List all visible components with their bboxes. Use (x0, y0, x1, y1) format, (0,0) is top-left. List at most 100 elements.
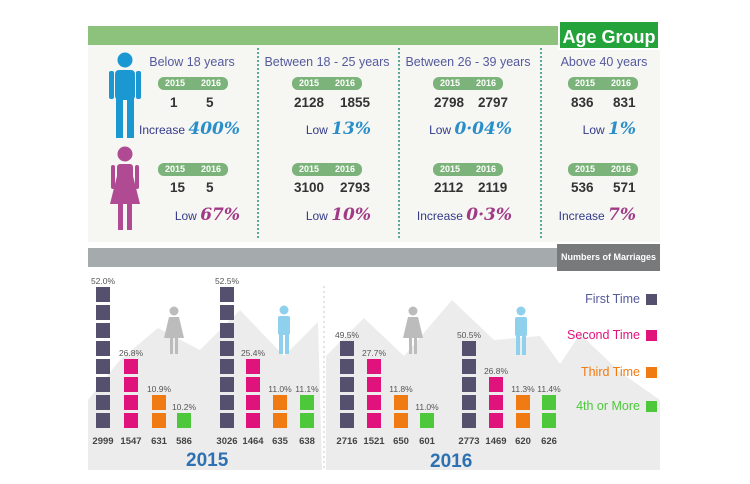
bar-block (152, 413, 166, 428)
column-divider (257, 48, 259, 238)
bar-block (246, 413, 260, 428)
year-label: 2016 (335, 78, 356, 88)
percent-label: 52.0% (91, 276, 116, 286)
year-label: 2016 (611, 78, 632, 88)
bar-block (96, 323, 110, 338)
change-indicator: Low 13% (306, 119, 371, 139)
value-label: 631 (151, 436, 168, 447)
value-2016: 2793 (340, 180, 371, 195)
change-indicator: Low 10% (306, 205, 371, 225)
percent-label: 11.0% (268, 384, 292, 394)
legend-swatch (646, 294, 657, 305)
male-person-icon (109, 52, 141, 138)
year-label-2016: 2016 (430, 451, 473, 472)
bar-block (462, 377, 476, 392)
bar-block (220, 395, 234, 410)
percent-label: 49.5% (335, 330, 360, 340)
percent-label: 11.1% (295, 384, 319, 394)
legend-item-first-time: First Time (560, 292, 660, 308)
bar-block (489, 377, 503, 392)
bar-block (340, 413, 354, 428)
year-label: 2016 (611, 164, 632, 174)
percent-label: 11.4% (537, 384, 561, 394)
bar-block (96, 395, 110, 410)
value-2015: 1 (170, 95, 178, 110)
bar-block (273, 413, 287, 428)
value-2016: 5 (206, 95, 214, 110)
value-label: 620 (515, 436, 531, 447)
bar-block (273, 395, 287, 410)
value-2015: 836 (571, 95, 594, 110)
bar-block (124, 413, 138, 428)
bar-block (489, 413, 503, 428)
bar-block (96, 359, 110, 374)
percent-label: 11.3% (511, 384, 535, 394)
year-label: 2015 (440, 164, 461, 174)
bar-2016-female-4: 11.0% 601 (415, 402, 439, 447)
bar-block (340, 395, 354, 410)
value-2016: 831 (613, 95, 636, 110)
year-label: 2015 (165, 78, 186, 88)
female-person-icon (110, 146, 140, 230)
value-label: 1547 (120, 436, 141, 447)
percent-label: 25.4% (241, 348, 266, 358)
age-group-label: Above 40 years (560, 55, 648, 69)
bar-block (124, 359, 138, 374)
bar-block (367, 359, 381, 374)
bar-2016-female-1: 49.5% 2716 (335, 330, 360, 447)
year-label: 2015 (299, 78, 320, 88)
legend-swatch (646, 330, 657, 341)
percent-label: 26.8% (484, 366, 509, 376)
legend-item-4th-or-more: 4th or More (560, 399, 660, 415)
age-group-header-bar (88, 26, 560, 45)
value-label: 586 (176, 436, 192, 447)
percent-label: 10.9% (147, 384, 172, 394)
bar-block (367, 377, 381, 392)
bar-block (246, 377, 260, 392)
change-percent: 7% (608, 205, 636, 225)
bar-block (300, 413, 314, 428)
year-label: 2015 (440, 78, 461, 88)
bar-block (367, 395, 381, 410)
value-label: 2773 (458, 436, 479, 447)
change-label: Low (174, 209, 197, 223)
bar-block (152, 395, 166, 410)
percent-label: 26.8% (119, 348, 144, 358)
bar-block (220, 287, 234, 302)
legend-label: Third Time (580, 365, 640, 379)
value-2016: 571 (613, 180, 636, 195)
bar-block (340, 341, 354, 356)
bar-block (246, 395, 260, 410)
change-label: Low (305, 123, 328, 137)
bar-block (516, 395, 530, 410)
bar-block (96, 341, 110, 356)
bar-2015-female-4: 10.2% 586 (172, 402, 197, 447)
year-pill: 2015 2016 (158, 163, 228, 176)
value-label: 638 (299, 436, 315, 447)
value-label: 2999 (92, 436, 113, 447)
year-label: 2015 (165, 164, 186, 174)
year-pill: 2015 2016 (292, 77, 362, 90)
change-label: Increase (558, 209, 605, 223)
change-percent: 67% (200, 205, 240, 225)
year-label: 2015 (575, 164, 596, 174)
bar-2016-male-3: 11.3% 620 (511, 384, 535, 447)
bar-2016-male-2: 26.8% 1469 (484, 366, 509, 447)
bar-block (340, 377, 354, 392)
value-2016: 2797 (478, 95, 509, 110)
bar-block (246, 359, 260, 374)
value-label: 626 (541, 436, 557, 447)
bar-2015-female-2: 26.8% 1547 (119, 348, 144, 447)
change-percent: 0·3% (466, 205, 512, 225)
bar-block (124, 377, 138, 392)
year-label: 2016 (335, 164, 356, 174)
percent-label: 27.7% (362, 348, 387, 358)
bar-block (394, 413, 408, 428)
bar-block (300, 395, 314, 410)
bar-2016-male-1: 50.5% 2773 (457, 330, 482, 447)
change-percent: 400% (188, 119, 240, 139)
bar-block (220, 359, 234, 374)
bar-block (220, 377, 234, 392)
value-label: 601 (419, 436, 436, 447)
year-label: 2015 (575, 78, 596, 88)
